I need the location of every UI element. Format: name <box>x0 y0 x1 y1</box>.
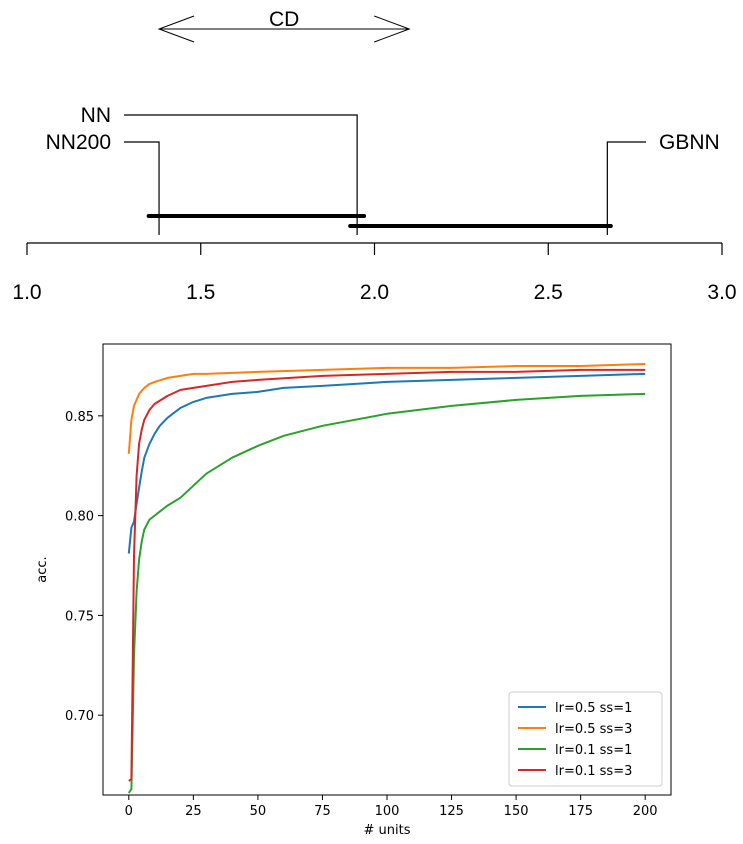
x-axis-ticks: 0 25 50 75 100 125 150 175 200 <box>125 795 658 819</box>
cd-tick-label: 1.5 <box>186 281 215 304</box>
y-tick-label: 0.80 <box>65 510 94 525</box>
series-line <box>127 363 646 454</box>
y-tick-label: 0.85 <box>65 410 94 425</box>
cd-method-lines: NN NN200 GBNN <box>46 104 720 235</box>
cd-arrow-left <box>157 15 195 43</box>
cd-label: CD <box>269 8 299 31</box>
cd-arrow-right <box>374 15 411 43</box>
cd-method-label: GBNN <box>659 131 720 154</box>
series-line <box>127 392 646 794</box>
legend-entry: lr=0.5 ss=3 <box>555 722 632 737</box>
cd-tick-label: 1.0 <box>12 281 41 304</box>
series-line <box>127 372 646 554</box>
x-tick-label: 50 <box>250 804 267 819</box>
x-tick-label: 0 <box>125 804 133 819</box>
cd-method-label: NN200 <box>46 131 111 154</box>
series-lines <box>127 363 646 794</box>
cd-method-line <box>124 141 160 235</box>
x-tick-label: 175 <box>568 804 593 819</box>
y-tick-label: 0.70 <box>65 709 94 724</box>
y-tick-label: 0.75 <box>65 609 94 624</box>
cd-tick-label: 3.0 <box>707 281 736 304</box>
accuracy-line-chart: 0 25 50 75 100 125 150 175 200 0.700.750.800.85 … <box>35 343 672 838</box>
critical-difference-diagram: CD NN NN200 GBNN 1.0 1.5 2.0 2.5 3.0 <box>12 8 736 304</box>
x-axis-label: # units <box>364 823 411 838</box>
legend-entry: lr=0.1 ss=3 <box>555 764 632 779</box>
legend-entry: lr=0.5 ss=1 <box>555 701 632 716</box>
cd-tick-label: 2.0 <box>360 281 389 304</box>
x-tick-label: 75 <box>314 804 331 819</box>
x-tick-label: 100 <box>375 804 400 819</box>
y-axis-label: acc. <box>35 556 50 582</box>
x-tick-label: 25 <box>185 804 202 819</box>
legend: lr=0.5 ss=1 lr=0.5 ss=3 lr=0.1 ss=1 lr=0.1 … <box>508 691 663 787</box>
cd-interval-marker <box>157 15 411 43</box>
cd-rank-ticks: 1.0 1.5 2.0 2.5 3.0 <box>12 243 737 304</box>
cd-method-line <box>606 141 646 235</box>
cd-tick-label: 2.5 <box>534 281 563 304</box>
cd-method-label: NN <box>81 104 111 127</box>
cd-clique-bars <box>146 214 613 228</box>
legend-box <box>508 691 663 787</box>
x-tick-label: 200 <box>633 804 658 819</box>
legend-entry: lr=0.1 ss=1 <box>555 743 632 758</box>
series-line <box>128 368 646 782</box>
y-axis-ticks: 0.70 0.75 0.80 0.85 <box>65 410 103 724</box>
x-tick-label: 150 <box>504 804 529 819</box>
x-tick-label: 125 <box>439 804 464 819</box>
cd-method-line <box>124 114 358 235</box>
